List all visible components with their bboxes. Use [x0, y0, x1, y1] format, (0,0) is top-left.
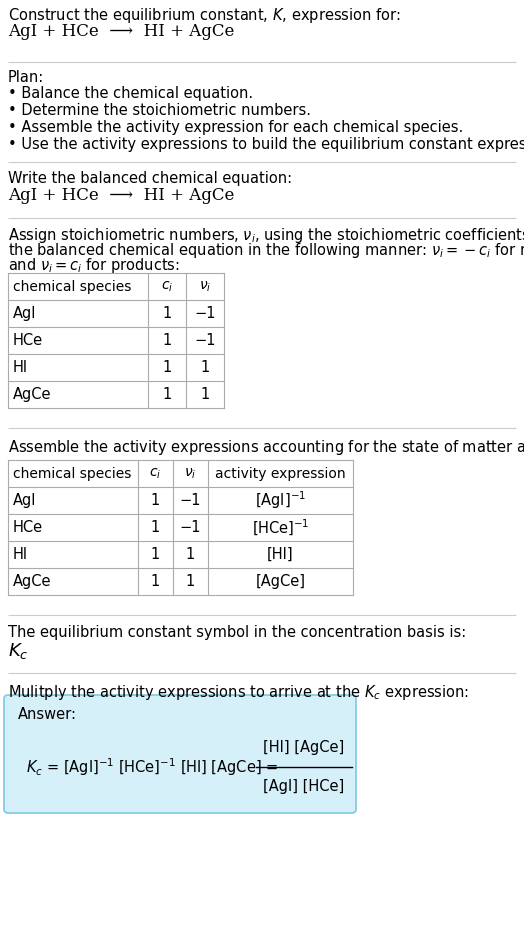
Text: HCe: HCe — [13, 333, 43, 348]
Text: Plan:: Plan: — [8, 70, 44, 85]
Text: $\nu_i$: $\nu_i$ — [184, 467, 196, 481]
Text: $K_c$: $K_c$ — [8, 641, 29, 661]
Text: Assign stoichiometric numbers, $\nu_i$, using the stoichiometric coefficients, $: Assign stoichiometric numbers, $\nu_i$, … — [8, 226, 524, 245]
Text: 1: 1 — [162, 306, 172, 321]
Text: −1: −1 — [180, 520, 201, 535]
Text: Construct the equilibrium constant, $K$, expression for:: Construct the equilibrium constant, $K$,… — [8, 6, 401, 25]
Text: AgCe: AgCe — [13, 387, 51, 402]
Text: Answer:: Answer: — [18, 707, 77, 722]
Text: 1: 1 — [162, 360, 172, 375]
Text: AgI + HCe  ⟶  HI + AgCe: AgI + HCe ⟶ HI + AgCe — [8, 23, 234, 40]
Text: AgI: AgI — [13, 493, 37, 508]
Text: AgI: AgI — [13, 306, 37, 321]
Text: $c_i$: $c_i$ — [149, 467, 161, 481]
Text: Assemble the activity expressions accounting for the state of matter and $\nu_i$: Assemble the activity expressions accoun… — [8, 438, 524, 457]
Text: HCe: HCe — [13, 520, 43, 535]
Text: Mulitply the activity expressions to arrive at the $K_c$ expression:: Mulitply the activity expressions to arr… — [8, 683, 469, 702]
Text: [HCe]$^{-1}$: [HCe]$^{-1}$ — [252, 518, 309, 537]
Text: AgCe: AgCe — [13, 574, 51, 589]
Text: −1: −1 — [194, 333, 216, 348]
Text: • Determine the stoichiometric numbers.: • Determine the stoichiometric numbers. — [8, 103, 311, 118]
Text: the balanced chemical equation in the following manner: $\nu_i = -c_i$ for react: the balanced chemical equation in the fo… — [8, 241, 524, 260]
Text: • Assemble the activity expression for each chemical species.: • Assemble the activity expression for e… — [8, 120, 463, 135]
Text: HI: HI — [13, 360, 28, 375]
FancyBboxPatch shape — [4, 695, 356, 813]
Text: [HI] [AgCe]: [HI] [AgCe] — [264, 741, 345, 756]
Text: The equilibrium constant symbol in the concentration basis is:: The equilibrium constant symbol in the c… — [8, 625, 466, 640]
Text: 1: 1 — [200, 387, 210, 402]
Text: chemical species: chemical species — [13, 467, 132, 481]
Text: HI: HI — [13, 547, 28, 562]
Text: AgI + HCe  ⟶  HI + AgCe: AgI + HCe ⟶ HI + AgCe — [8, 187, 234, 204]
Text: 1: 1 — [200, 360, 210, 375]
Text: [HI]: [HI] — [267, 547, 294, 562]
Text: [AgI] [HCe]: [AgI] [HCe] — [264, 779, 345, 794]
Text: • Use the activity expressions to build the equilibrium constant expression.: • Use the activity expressions to build … — [8, 137, 524, 152]
Text: −1: −1 — [180, 493, 201, 508]
Text: and $\nu_i = c_i$ for products:: and $\nu_i = c_i$ for products: — [8, 256, 180, 275]
Text: 1: 1 — [151, 574, 160, 589]
Text: • Balance the chemical equation.: • Balance the chemical equation. — [8, 86, 253, 101]
Text: chemical species: chemical species — [13, 279, 132, 294]
Text: $K_c$ = [AgI]$^{-1}$ [HCe]$^{-1}$ [HI] [AgCe] =: $K_c$ = [AgI]$^{-1}$ [HCe]$^{-1}$ [HI] [… — [26, 757, 280, 778]
Text: Write the balanced chemical equation:: Write the balanced chemical equation: — [8, 171, 292, 186]
Text: [AgI]$^{-1}$: [AgI]$^{-1}$ — [255, 489, 306, 511]
Text: 1: 1 — [162, 387, 172, 402]
Text: 1: 1 — [186, 547, 195, 562]
Text: 1: 1 — [151, 493, 160, 508]
Text: 1: 1 — [151, 520, 160, 535]
Text: 1: 1 — [186, 574, 195, 589]
Text: $\nu_i$: $\nu_i$ — [199, 279, 211, 294]
Text: −1: −1 — [194, 306, 216, 321]
Text: [AgCe]: [AgCe] — [256, 574, 305, 589]
Text: 1: 1 — [151, 547, 160, 562]
Text: $c_i$: $c_i$ — [161, 279, 173, 294]
Text: activity expression: activity expression — [215, 467, 346, 481]
Text: 1: 1 — [162, 333, 172, 348]
